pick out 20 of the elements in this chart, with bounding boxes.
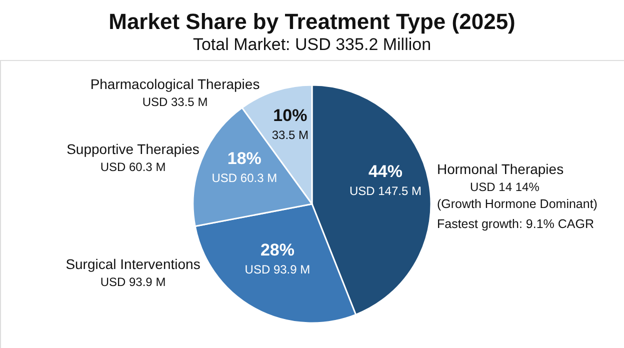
chart-subtitle: Total Market: USD 335.2 Million (192, 35, 432, 54)
text: USD 33.5 M (142, 95, 208, 109)
data-label: 18% (227, 148, 262, 168)
text: USD 60.3 M (212, 170, 278, 185)
slice-label: Surgical Interventions (66, 256, 200, 272)
text: USD 93.9 M (244, 262, 310, 277)
text: (Growth Hormone Dominant) (437, 197, 598, 211)
slice-label: Pharmacological Therapies (90, 76, 260, 92)
text: USD 14 14% (470, 180, 540, 194)
data-label: 28% (260, 240, 294, 260)
chart-title: Market Share by Treatment Type (2025) (108, 9, 516, 34)
text: USD 147.5 M (349, 184, 422, 198)
text: Fastest growth: 9.1% CAGR (437, 217, 594, 231)
slice-label: Hormonal Therapies (437, 161, 564, 177)
data-label: 44% (368, 162, 402, 182)
text: 33.5 M (272, 128, 309, 142)
text: USD 93.9 M (100, 275, 166, 289)
text: USD 60.3 M (100, 160, 166, 174)
slice-label: Supportive Therapies (66, 141, 200, 157)
data-label: 10% (273, 106, 308, 125)
